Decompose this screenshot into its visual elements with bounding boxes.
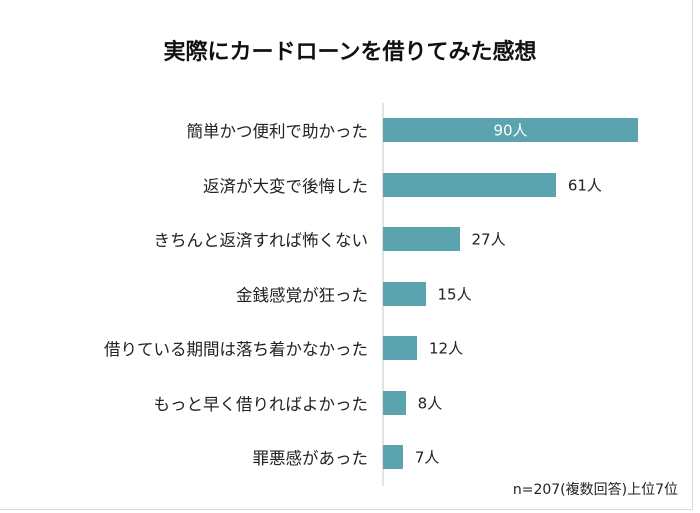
data-label: 7人: [414, 448, 440, 467]
bar: [383, 118, 638, 142]
data-label: 12人: [429, 339, 464, 358]
data-label: 8人: [417, 394, 443, 412]
category-label: 返済が大変で後悔した: [203, 176, 368, 196]
category-label: 罪悪感があった: [252, 449, 369, 468]
bar: [383, 281, 426, 306]
category-label: 借りている期間は落ち着かなかった: [104, 340, 368, 359]
bar: [383, 390, 406, 415]
category-label: もっと早く借りればよかった: [153, 394, 369, 414]
data-label: 27人: [471, 230, 506, 249]
bar: [383, 445, 403, 469]
data-label: 15人: [437, 285, 472, 303]
bar: [383, 336, 417, 360]
bar: [383, 172, 556, 197]
category-label: 簡単かつ便利で助かった: [186, 122, 369, 141]
bar: [383, 227, 460, 251]
sample-note: n=207(複数回答)上位7位: [512, 482, 678, 498]
category-label: きちんと返済すれば怖くない: [153, 231, 369, 250]
data-label: 90人: [493, 121, 528, 140]
chart-title: 実際にカードローンを借りてみた感想: [163, 40, 537, 65]
data-label: 61人: [567, 176, 602, 194]
category-label: 金銭感覚が狂った: [236, 285, 368, 305]
